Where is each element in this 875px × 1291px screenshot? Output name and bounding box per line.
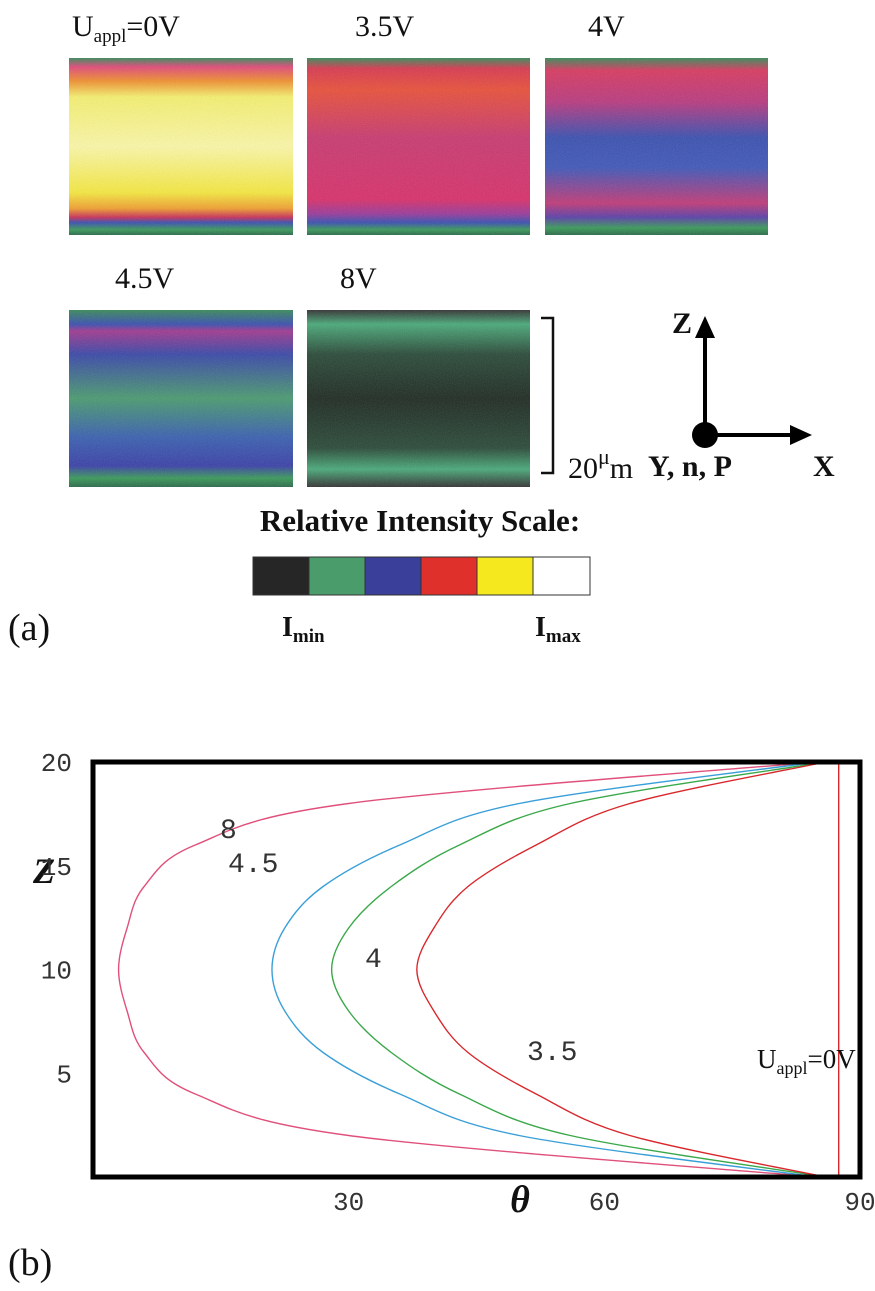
curve-label: 8: [220, 816, 237, 847]
curve-label: 4.5: [228, 850, 278, 881]
panel-label: (a): [8, 607, 50, 649]
curve: [117, 761, 818, 1178]
label-part: appl: [777, 1058, 808, 1078]
x-tick-label: 90: [844, 1188, 875, 1218]
voltage-label: 3.5V: [355, 10, 415, 43]
y-axis-title: Z: [32, 851, 55, 891]
axis-label: Z: [672, 307, 692, 340]
scale-bar: [541, 316, 555, 475]
panel-label: (b): [8, 1242, 52, 1284]
label-part: U: [757, 1044, 777, 1074]
scale-label: 20μm: [568, 444, 633, 485]
voltage-label: 8V: [340, 262, 377, 295]
coordinate-axes: [692, 316, 812, 448]
scale-min-label: Imin: [282, 612, 325, 647]
axis-label: X: [813, 450, 835, 483]
y-tick-label: 15: [41, 853, 72, 883]
noise-overlay: [69, 58, 768, 487]
x-axis-title: θ: [510, 1179, 530, 1221]
y-tick-label: 5: [56, 1060, 72, 1090]
voltage-label: Uappl=0V: [72, 10, 180, 47]
plot-frame: [90, 759, 863, 1180]
axis-label: Y, n, P: [648, 450, 732, 483]
curve-label: 4: [365, 945, 382, 976]
micrographs: [69, 58, 768, 487]
y-tick-label: 20: [41, 749, 72, 779]
y-tick-label: 10: [41, 957, 72, 987]
curve: [330, 761, 827, 1178]
x-tick-label: 60: [589, 1188, 620, 1218]
scale-max-label: Imax: [535, 612, 581, 647]
x-tick-label: 30: [333, 1188, 364, 1218]
intensity-title: Relative Intensity Scale:: [260, 503, 580, 538]
curve-label: 3.5: [527, 1038, 577, 1069]
curve: [271, 761, 818, 1178]
voltage-label: 4.5V: [115, 262, 175, 295]
intensity-scale: [252, 556, 591, 596]
curve-label: Uappl=0V: [757, 1044, 856, 1078]
voltage-label: 4V: [588, 10, 625, 43]
curve: [416, 761, 827, 1178]
label-part: =0V: [808, 1044, 857, 1074]
